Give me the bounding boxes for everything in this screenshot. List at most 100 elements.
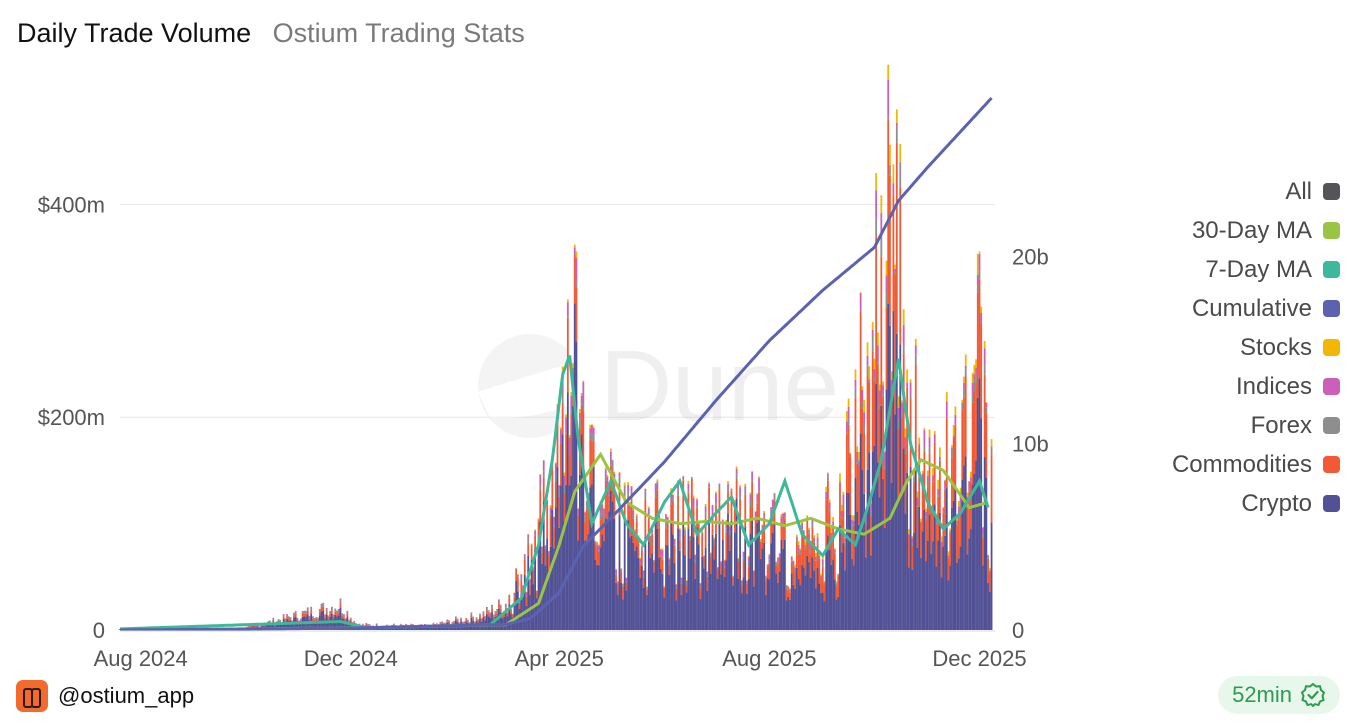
bar-indices xyxy=(353,620,356,622)
legend-item-commodities[interactable]: Commodities xyxy=(1080,445,1340,484)
bar-forex xyxy=(765,577,767,581)
bar-indices xyxy=(444,622,447,624)
bar-indices xyxy=(711,505,714,514)
bar-crypto xyxy=(766,578,769,630)
bar-forex xyxy=(661,557,664,560)
bar-forex xyxy=(656,483,659,491)
bar-commodities xyxy=(653,561,655,573)
bar-stocks xyxy=(618,471,621,473)
legend-item-30-day-ma[interactable]: 30-Day MA xyxy=(1080,211,1340,250)
bar-forex xyxy=(282,614,285,617)
bar-commodities xyxy=(713,545,716,560)
bar-commodities xyxy=(263,625,266,627)
bar-stocks xyxy=(990,439,993,447)
bar-forex xyxy=(978,271,981,280)
legend-item-forex[interactable]: Forex xyxy=(1080,406,1340,445)
bar-commodities xyxy=(499,608,502,613)
bar-indices xyxy=(672,494,674,498)
bar-commodities xyxy=(532,570,535,585)
bar-crypto xyxy=(596,564,599,630)
bar-commodities xyxy=(823,584,826,602)
bar-indices xyxy=(268,620,271,621)
bar-forex xyxy=(990,447,993,455)
bar-crypto xyxy=(584,540,586,630)
bar-crypto xyxy=(963,465,965,630)
bar-crypto xyxy=(735,498,738,630)
bar-crypto xyxy=(957,558,960,630)
bar-indices xyxy=(835,583,838,585)
legend-item-crypto[interactable]: Crypto xyxy=(1080,484,1340,523)
bar-forex xyxy=(949,532,952,533)
bar-commodities xyxy=(684,534,686,556)
bar-indices xyxy=(907,534,910,535)
legend-item-stocks[interactable]: Stocks xyxy=(1080,328,1340,367)
bar-forex xyxy=(914,354,917,365)
bar-forex xyxy=(601,510,604,517)
bar-indices xyxy=(647,508,650,516)
bar-commodities xyxy=(513,597,516,606)
bar-forex xyxy=(410,624,412,625)
bar-commodities xyxy=(734,505,736,533)
bar-crypto xyxy=(413,627,416,630)
bar-stocks xyxy=(642,570,645,571)
bar-commodities xyxy=(789,592,791,600)
bar-indices xyxy=(553,516,555,526)
bar-stocks xyxy=(880,195,883,214)
bar-stocks xyxy=(604,467,607,470)
bar-forex xyxy=(441,621,443,623)
bar-indices xyxy=(308,615,311,617)
bar-indices xyxy=(653,560,655,562)
bar-crypto xyxy=(892,310,895,630)
bar-stocks xyxy=(833,548,836,550)
bar-stocks xyxy=(749,492,752,495)
bar-stocks xyxy=(783,512,786,513)
dune-watermark: Dune xyxy=(478,330,839,442)
legend-item-all[interactable]: All xyxy=(1080,172,1340,211)
bar-indices xyxy=(511,614,514,615)
author-attribution[interactable]: @ostium_app xyxy=(16,680,194,712)
bar-stocks xyxy=(835,580,838,584)
bar-commodities xyxy=(909,398,912,467)
bar-forex xyxy=(510,610,512,611)
bar-forex xyxy=(892,194,895,195)
bar-forex xyxy=(847,419,850,425)
bar-commodities xyxy=(706,576,709,591)
bar-commodities xyxy=(894,274,896,415)
bar-crypto xyxy=(928,514,931,630)
bar-stocks xyxy=(982,527,984,528)
legend-item-indices[interactable]: Indices xyxy=(1080,367,1340,406)
bar-indices xyxy=(759,541,762,543)
bar-indices xyxy=(344,618,347,619)
bar-indices xyxy=(439,622,442,623)
bar-crypto xyxy=(491,612,493,630)
bar-forex xyxy=(876,362,879,365)
bar-forex xyxy=(739,495,741,499)
bar-stocks xyxy=(547,550,550,552)
bar-indices xyxy=(952,435,955,437)
legend-item-cumulative[interactable]: Cumulative xyxy=(1080,289,1340,328)
bar-forex xyxy=(863,423,865,434)
bar-stocks xyxy=(911,535,914,539)
bar-crypto xyxy=(558,527,561,630)
bar-crypto xyxy=(322,611,325,630)
bar-commodities xyxy=(754,520,757,541)
bar-forex xyxy=(294,611,297,614)
bar-crypto xyxy=(827,535,829,630)
bar-forex xyxy=(327,616,330,618)
legend-item-7-day-ma[interactable]: 7-Day MA xyxy=(1080,250,1340,289)
bar-stocks xyxy=(680,577,683,578)
legend: All 30-Day MA 7-Day MA Cumulative Stocks Indi… xyxy=(1080,172,1340,523)
bar-indices xyxy=(694,554,697,561)
bar-commodities xyxy=(608,495,611,512)
bar-indices xyxy=(368,624,371,625)
bar-stocks xyxy=(978,251,981,254)
bar-forex xyxy=(479,614,481,617)
bar-crypto xyxy=(765,594,767,630)
bar-crypto xyxy=(734,532,736,630)
bar-commodities xyxy=(854,397,857,478)
bar-forex xyxy=(720,563,723,564)
bar-commodities xyxy=(703,558,705,569)
bar-forex xyxy=(861,402,864,409)
bar-indices xyxy=(341,613,344,615)
bar-indices xyxy=(363,625,366,626)
